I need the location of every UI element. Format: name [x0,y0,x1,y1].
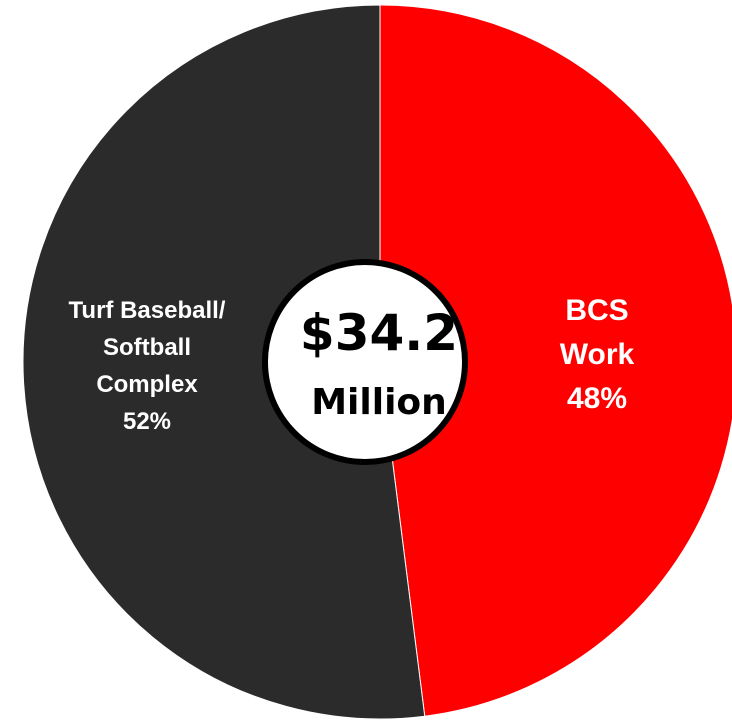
center-value: $34.2 [300,304,458,362]
slice-name-line: BCS [565,294,628,327]
pie-slice-labels: BCS Work 48% Turf Baseball/Softball Complex 5… [69,294,635,435]
slice-label-1: Turf Baseball/Softball Complex 52% [69,297,226,435]
slice-name-line: Turf Baseball/ [69,297,226,324]
center-unit: Million [311,382,447,423]
pie-slice-0 [379,4,732,717]
pie-slice-1 [22,4,426,720]
center-circle [262,259,468,465]
slice-percent-label: 48% [567,382,627,415]
pie-slices [22,4,732,720]
slice-label-0: BCS Work 48% [560,294,635,415]
slice-percent-label: 52% [123,408,171,435]
slice-name-line: Softball [103,334,191,361]
slice-name-line: Work [560,338,635,371]
center-badge: $34.2 Million [262,259,468,465]
slice-name-line: Complex [96,371,198,398]
